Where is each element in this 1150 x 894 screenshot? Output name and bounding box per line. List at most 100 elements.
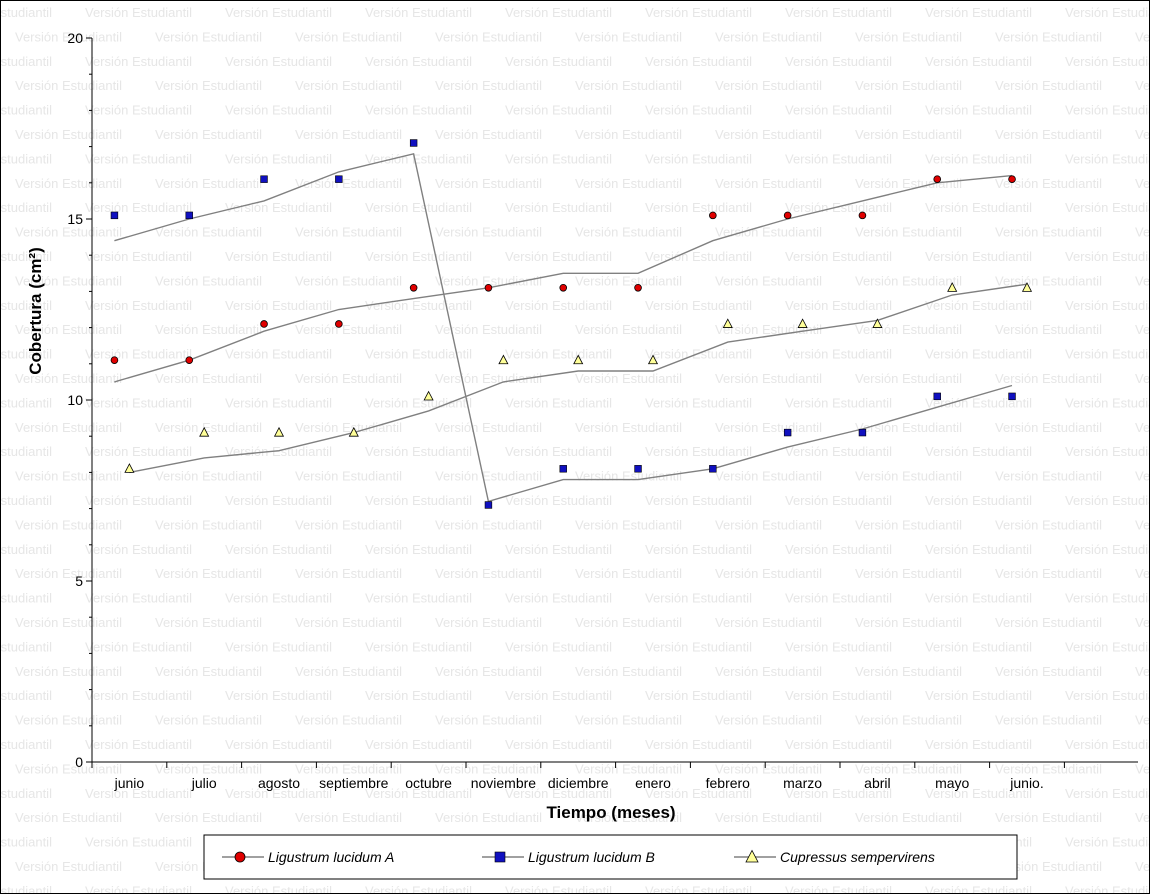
watermark-text: Versión Estudiantil	[645, 737, 752, 752]
trend-line	[114, 174, 1013, 383]
watermark-text: Versión Estudiantil	[715, 371, 822, 386]
watermark-text: Versión Estudiantil	[85, 5, 192, 20]
watermark-text: Versión Estudiantil	[155, 469, 262, 484]
x-tick-label: julio	[191, 775, 217, 791]
legend-label: Ligustrum lucidum A	[268, 849, 394, 865]
watermark-text: Versión Estudiantil	[365, 737, 472, 752]
watermark-text: Versión Estudiantil	[365, 347, 472, 362]
watermark-text: Versión Estudiantil	[1, 200, 52, 215]
x-tick-label: octubre	[405, 775, 452, 791]
watermark-text: Versión Estudiantil	[1135, 273, 1149, 288]
watermark-text: Versión Estudiantil	[505, 103, 612, 118]
watermark-text: Versión Estudiantil	[575, 713, 682, 728]
data-point	[335, 175, 343, 183]
watermark-text: Versión Estudiantil	[155, 810, 262, 825]
watermark-text: Versión Estudiantil	[435, 273, 542, 288]
watermark-text: Versión Estudiantil	[715, 469, 822, 484]
watermark-text: Versión Estudiantil	[295, 322, 402, 337]
watermark-text: Versión Estudiantil	[715, 615, 822, 630]
x-tick-label: marzo	[783, 775, 822, 791]
watermark-text: Versión Estudiantil	[295, 225, 402, 240]
watermark-text: Versión Estudiantil	[715, 273, 822, 288]
watermark-text: Versión Estudiantil	[925, 542, 1032, 557]
data-point	[933, 175, 942, 183]
watermark-text: Versión Estudiantil	[295, 566, 402, 581]
watermark-text: Versión Estudiantil	[15, 127, 122, 142]
watermark-text: Versión Estudiantil	[995, 713, 1102, 728]
watermark-text: Versión Estudiantil	[155, 713, 262, 728]
watermark-text: Versión Estudiantil	[1065, 5, 1149, 20]
watermark-text: Versión Estudiantil	[85, 591, 192, 606]
x-tick-label: septiembre	[319, 775, 388, 791]
watermark-text: Versión Estudiantil	[435, 176, 542, 191]
watermark-text: Versión Estudiantil	[155, 761, 262, 776]
watermark-text: Versión Estudiantil	[785, 54, 892, 69]
watermark-text: Versión Estudiantil	[715, 420, 822, 435]
watermark-text: Versión Estudiantil	[785, 786, 892, 801]
watermark-text: Versión Estudiantil	[925, 883, 1032, 893]
data-point	[634, 465, 642, 473]
y-axis-title: Cobertura (cm²)	[26, 247, 45, 375]
watermark-text: Versión Estudiantil	[925, 591, 1032, 606]
watermark-text: Versión Estudiantil	[225, 493, 332, 508]
watermark-text: Versión Estudiantil	[1065, 347, 1149, 362]
watermark-text: Versión Estudiantil	[505, 786, 612, 801]
data-point	[783, 428, 792, 437]
watermark-text: Versión Estudiantil	[785, 542, 892, 557]
watermark-text: Versión Estudiantil	[435, 322, 542, 337]
watermark-text: Versión Estudiantil	[85, 103, 192, 118]
watermark-text: Versión Estudiantil	[225, 54, 332, 69]
watermark-text: Versión Estudiantil	[645, 591, 752, 606]
data-point	[1008, 175, 1016, 183]
watermark-text: Versión Estudiantil	[1, 298, 52, 313]
watermark-text: Versión Estudiantil	[225, 786, 332, 801]
watermark-text: Versión Estudiantil	[155, 78, 262, 93]
watermark-text: Versión Estudiantil	[505, 200, 612, 215]
watermark-text: Versión Estudiantil	[505, 347, 612, 362]
watermark-text: Versión Estudiantil	[715, 664, 822, 679]
watermark-text: Versión Estudiantil	[15, 761, 122, 776]
watermark-text: Versión Estudiantil	[225, 737, 332, 752]
watermark-text: Versión Estudiantil	[645, 786, 752, 801]
watermark-text: Versión Estudiantil	[365, 591, 472, 606]
watermark-text: Versión Estudiantil	[15, 566, 122, 581]
watermark-text: Versión Estudiantil	[995, 29, 1102, 44]
watermark-text: Versión Estudiantil	[85, 835, 192, 850]
watermark-text: Versión Estudiantil	[365, 200, 472, 215]
watermark-text: Versión Estudiantil	[435, 615, 542, 630]
data-point	[559, 283, 568, 292]
watermark-text: Versión Estudiantil	[1065, 737, 1149, 752]
watermark-text: Versión Estudiantil	[855, 176, 962, 191]
watermark-text: Versión Estudiantil	[575, 78, 682, 93]
y-tick-label: 0	[75, 754, 83, 770]
watermark-text: Versión Estudiantil	[575, 176, 682, 191]
y-tick-label: 15	[67, 211, 83, 227]
watermark-text: Versión Estudiantil	[155, 176, 262, 191]
watermark-text: Versión Estudiantil	[155, 517, 262, 532]
watermark-text: Versión Estudiantil	[1065, 249, 1149, 264]
watermark-text: Versión Estudiantil	[295, 810, 402, 825]
watermark-text: Versión Estudiantil	[645, 444, 752, 459]
watermark-text: Versión Estudiantil	[1135, 322, 1149, 337]
watermark-text: Versión Estudiantil	[1, 737, 52, 752]
watermark-text: Versión Estudiantil	[15, 420, 122, 435]
watermark-text: Versión Estudiantil	[365, 786, 472, 801]
watermark-text: Versión Estudiantil	[295, 29, 402, 44]
watermark-text: Versión Estudiantil	[295, 420, 402, 435]
watermark-text: Versión Estudiantil	[785, 103, 892, 118]
x-tick-label: abril	[864, 775, 890, 791]
watermark-text: Versión Estudiantil	[1135, 225, 1149, 240]
watermark-text: Versión Estudiantil	[85, 395, 192, 410]
data-point	[423, 390, 434, 401]
watermark-text: Versión Estudiantil	[645, 395, 752, 410]
watermark-text: Versión Estudiantil	[995, 371, 1102, 386]
watermark-text: Versión Estudiantil	[995, 517, 1102, 532]
watermark-text: Versión Estudiantil	[85, 493, 192, 508]
watermark-text: Versión Estudiantil	[155, 664, 262, 679]
watermark-text: Versión Estudiantil	[365, 688, 472, 703]
watermark-text: Versión Estudiantil	[365, 249, 472, 264]
watermark-text: Versión Estudiantil	[1, 639, 52, 654]
data-point	[634, 283, 642, 292]
